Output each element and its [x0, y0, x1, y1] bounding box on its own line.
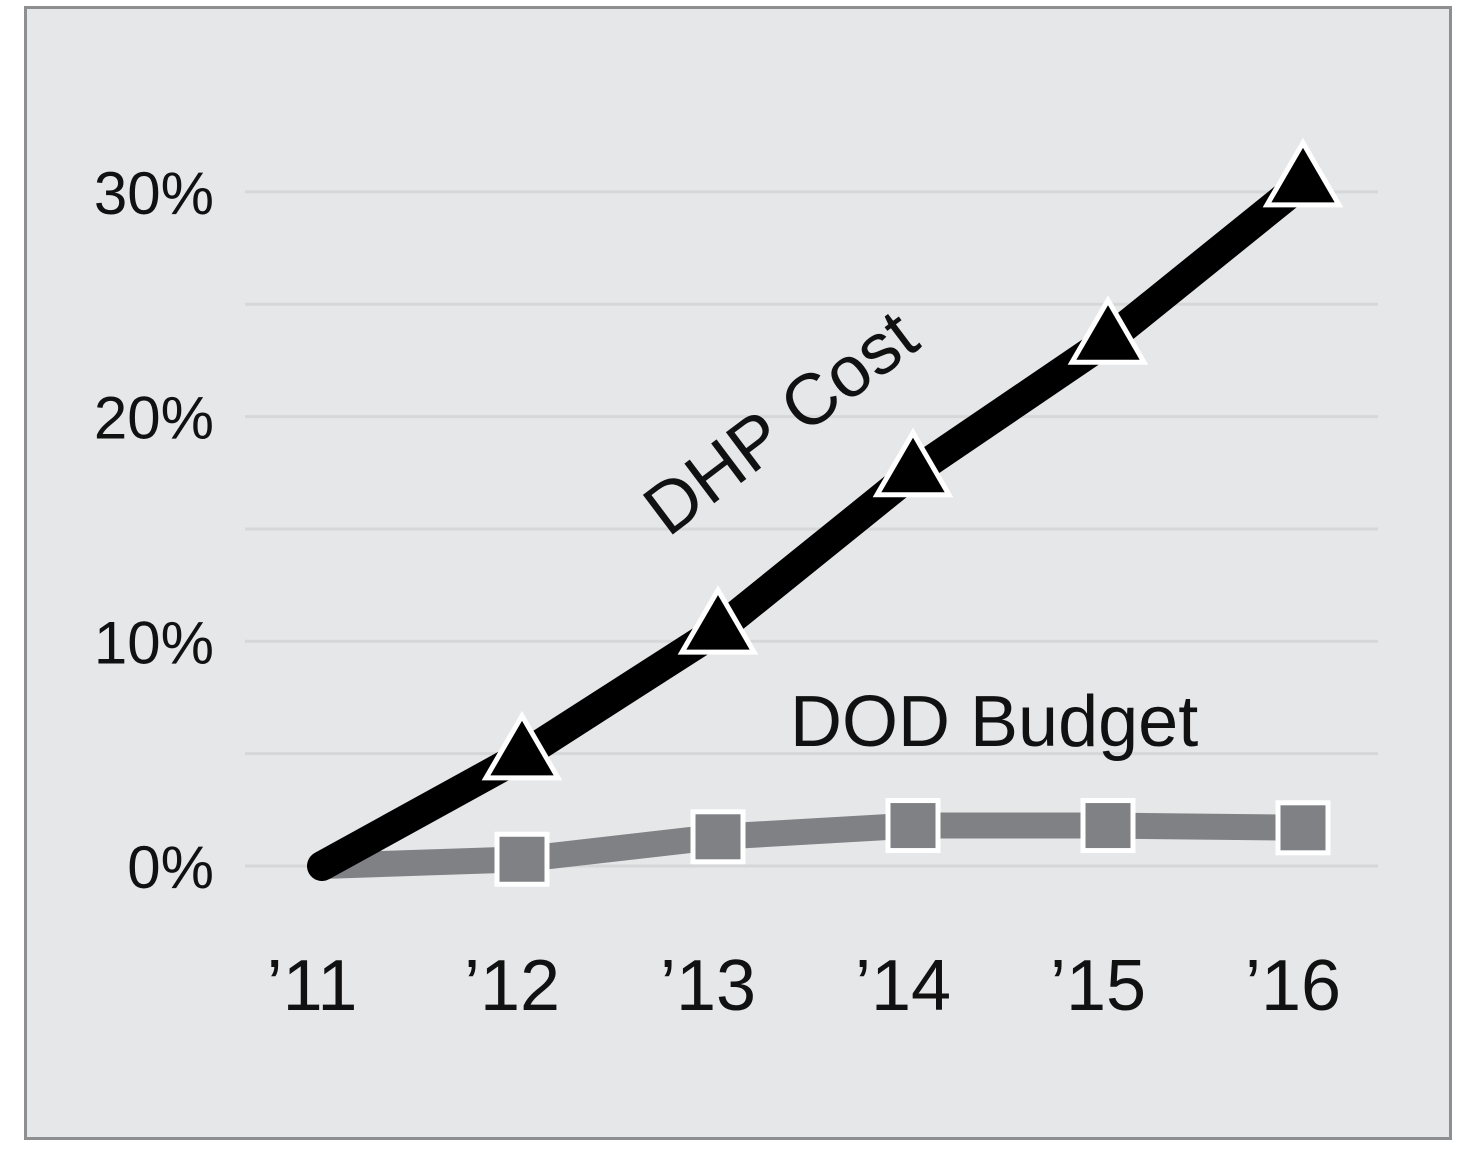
x-tick-label: ’15	[1050, 946, 1146, 1026]
square-marker	[885, 798, 941, 854]
triangle-marker	[1262, 137, 1344, 208]
square-marker	[494, 831, 550, 887]
x-tick-label: ’13	[660, 946, 756, 1026]
square-marker	[1275, 800, 1331, 856]
x-tick-label: ’16	[1245, 946, 1341, 1026]
x-tick-label: ’11	[267, 946, 358, 1026]
y-tick-label: 20%	[94, 385, 214, 452]
triangle-marker	[677, 585, 759, 655]
dod-budget-label: DOD Budget	[790, 682, 1198, 762]
y-tick-label: 30%	[94, 160, 214, 227]
dod-budget-line	[309, 812, 1316, 879]
square-marker	[1080, 798, 1136, 854]
chart-frame	[24, 6, 1452, 1140]
x-tick-label: ’12	[464, 946, 560, 1026]
triangle-marker	[481, 710, 563, 781]
series-dhp-cost	[307, 137, 1344, 881]
gridlines	[245, 190, 1378, 868]
y-tick-label: 0%	[127, 834, 214, 901]
x-axis-tick-labels: ’11 ’12 ’13 ’14 ’15 ’16	[267, 946, 1341, 1026]
x-tick-label: ’14	[855, 946, 951, 1026]
y-tick-label: 10%	[94, 609, 214, 676]
square-marker	[690, 809, 746, 865]
triangle-marker	[872, 427, 954, 498]
dhp-cost-line	[307, 167, 1318, 881]
triangle-marker	[1067, 295, 1149, 365]
series-dod-budget	[309, 798, 1331, 887]
y-axis-tick-labels: 0% 10% 20% 30%	[94, 160, 214, 901]
